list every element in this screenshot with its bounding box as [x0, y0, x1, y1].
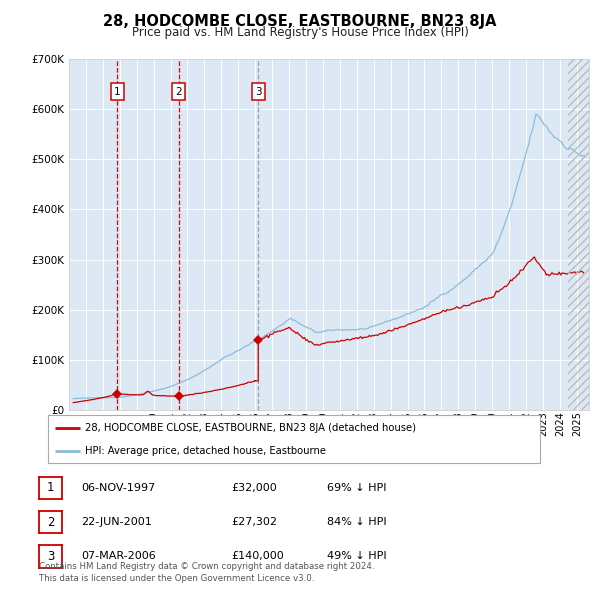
Text: 2: 2	[47, 516, 54, 529]
Text: 84% ↓ HPI: 84% ↓ HPI	[327, 517, 386, 527]
Text: £140,000: £140,000	[231, 552, 284, 561]
Text: 06-NOV-1997: 06-NOV-1997	[81, 483, 155, 493]
Text: £32,000: £32,000	[231, 483, 277, 493]
Text: 1: 1	[114, 87, 121, 97]
Text: 07-MAR-2006: 07-MAR-2006	[81, 552, 156, 561]
Text: Price paid vs. HM Land Registry's House Price Index (HPI): Price paid vs. HM Land Registry's House …	[131, 26, 469, 39]
Bar	[568, 59, 593, 410]
Text: £27,302: £27,302	[231, 517, 277, 527]
Text: 1: 1	[47, 481, 54, 494]
Text: 28, HODCOMBE CLOSE, EASTBOURNE, BN23 8JA (detached house): 28, HODCOMBE CLOSE, EASTBOURNE, BN23 8JA…	[85, 423, 416, 433]
Text: 2: 2	[175, 87, 182, 97]
Text: HPI: Average price, detached house, Eastbourne: HPI: Average price, detached house, East…	[85, 446, 326, 456]
Text: 3: 3	[255, 87, 262, 97]
Text: 69% ↓ HPI: 69% ↓ HPI	[327, 483, 386, 493]
Text: 28, HODCOMBE CLOSE, EASTBOURNE, BN23 8JA: 28, HODCOMBE CLOSE, EASTBOURNE, BN23 8JA	[103, 14, 497, 29]
Text: 49% ↓ HPI: 49% ↓ HPI	[327, 552, 386, 561]
Text: Contains HM Land Registry data © Crown copyright and database right 2024.
This d: Contains HM Land Registry data © Crown c…	[39, 562, 374, 583]
Text: 3: 3	[47, 550, 54, 563]
Text: 22-JUN-2001: 22-JUN-2001	[81, 517, 152, 527]
